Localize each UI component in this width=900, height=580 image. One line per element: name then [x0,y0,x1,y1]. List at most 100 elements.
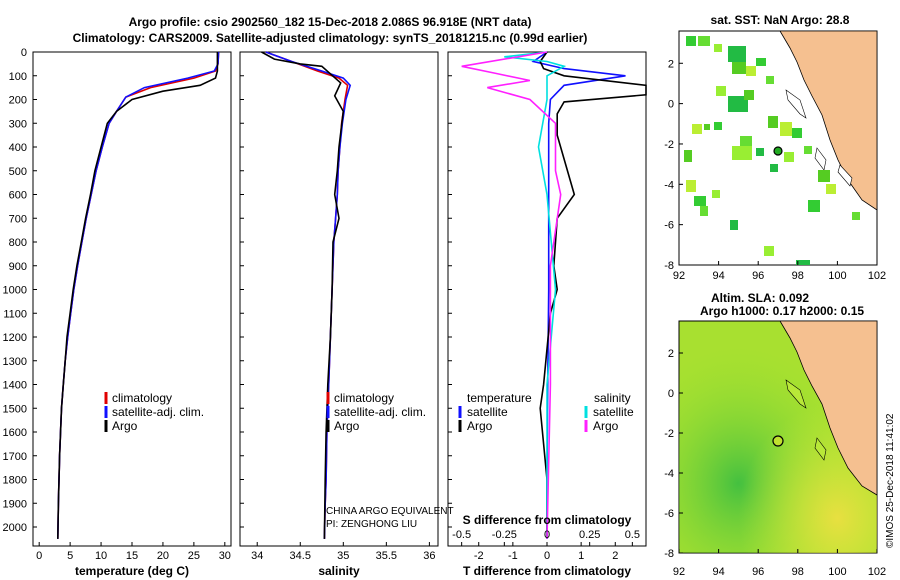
series-line-argo [261,51,345,539]
temperature-tick-label: 10 [95,550,107,562]
sal-diff-tick-label: 0 [544,529,550,541]
temperature-panel-frame [32,51,232,547]
sst-data-patches [684,36,860,265]
argo-location-marker [773,146,783,156]
sla-island [785,379,807,409]
sst-patch [698,36,710,46]
sst-patch [686,36,696,46]
temp-diff-tick-label: 1 [578,550,584,562]
salinity-tick-label: 34 [251,550,263,562]
map-lat-tick-label: -8 [664,548,674,560]
sst-patch [804,146,812,154]
series-line-satellite-adj-clim- [57,51,220,539]
sal-diff-tick-label: -0.5 [452,529,471,541]
sst-patch [770,164,778,172]
temp-diff-tick-label: 2 [612,550,618,562]
map-lon-tick-label: 102 [868,566,886,578]
depth-tick-label: 1500 [3,403,27,415]
depth-axis: 0 100 200 300 400 500 600 700 800 900 1000 1100 1200… [3,47,452,534]
sst-patch [746,66,756,76]
sst-patch [700,206,708,216]
difference-series [461,51,647,539]
map-lon-tick-label: 92 [673,566,685,578]
sal-diff-tick-label: 0.5 [625,529,640,541]
map-lon-tick-label: 102 [868,270,886,282]
sst-patch [692,124,702,134]
series-line-salinity-satellite [504,51,567,539]
sst-patch [686,180,696,192]
depth-tick-label: 1700 [3,451,27,463]
series-line-climatology [57,51,220,539]
temperature-tick-label: 20 [157,550,169,562]
sst-patch [768,116,778,128]
difference-xlabel-bottom: T difference from climatology [463,564,631,578]
x-axis-ticks: 0 5 10 15 20 25 30 34 34.5 35 35.5 36 -2 -1 0 1 2 -0.5 -0.… [36,529,640,562]
salinity-tick-label: 34.5 [290,550,311,562]
sst-patch [808,200,820,212]
map-lat-tick-label: -4 [664,179,674,191]
map-lon-tick-label: 92 [673,270,685,282]
sst-patch [712,190,720,198]
sst-island [785,89,807,119]
salinity-xlabel: salinity [318,564,360,578]
map-lon-tick-label: 100 [828,270,846,282]
sst-patch [704,124,710,130]
depth-tick-label: 1600 [3,427,27,439]
depth-tick-label: 700 [9,213,27,225]
salinity-legend: climatology satellite-adj. clim. Argo CH… [326,391,454,530]
sla-map [678,320,878,554]
temp-diff-tick-label: -2 [474,550,484,562]
map-lat-tick-label: -8 [664,260,674,272]
depth-tick-label: 1300 [3,356,27,368]
sal-diff-tick-label: 0.25 [579,529,600,541]
map-lon-tick-label: 94 [712,566,724,578]
credit-line-1: CHINA ARGO EQUIVALENT [326,506,454,517]
legend-label-satellite: satellite-adj. clim. [112,405,204,419]
map-lon-tick-label: 96 [752,566,764,578]
sst-patch [714,122,722,130]
depth-tick-label: 1800 [3,475,27,487]
depth-tick-label: 1200 [3,332,27,344]
sst-patch [728,96,748,112]
credit-line-2: PI: ZENGHONG LIU [326,519,417,530]
sst-patch [730,220,738,230]
map-lat-tick-label: -4 [664,468,674,480]
sst-patch [756,58,766,66]
map-lat-tick-label: -2 [664,139,674,151]
map-lon-tick-label: 94 [712,270,724,282]
series-line-argo [57,52,219,539]
sal-diff-tick-label: -0.25 [492,529,517,541]
legend-label-satellite: satellite-adj. clim. [334,405,426,419]
depth-tick-label: 0 [21,47,27,59]
map-lat-tick-label: 2 [668,348,674,360]
depth-tick-label: 1000 [3,285,27,297]
map-lat-tick-label: -2 [664,428,674,440]
series-line-temperature-argo [539,51,647,539]
timestamp: ©IMOS 25-Dec-2018 11:41:02 [885,413,896,548]
legend-label-argo: Argo [112,419,138,433]
depth-tick-label: 800 [9,237,27,249]
sst-patch [756,148,764,156]
sst-patch [792,128,802,138]
salinity-tick-label: 35 [337,550,349,562]
sst-patch [732,62,746,74]
sst-island [837,164,853,187]
sst-patch [818,170,830,182]
temperature-tick-label: 25 [188,550,200,562]
map-lat-tick-label: 2 [668,58,674,70]
legend-label-sal-satellite: satellite [593,405,634,419]
legend-label-temp-satellite: satellite [467,405,508,419]
depth-tick-label: 1900 [3,498,27,510]
legend-label-argo: Argo [334,419,360,433]
depth-tick-label: 500 [9,166,27,178]
salinity-tick-label: 36 [423,550,435,562]
depth-tick-label: 600 [9,190,27,202]
sst-map-title: sat. SST: NaN Argo: 28.8 [711,13,850,27]
temperature-tick-label: 0 [36,550,42,562]
sst-patch [852,212,860,220]
argo-location-marker [772,435,784,447]
sst-patch [728,46,746,62]
salinity-panel-frame [239,51,439,547]
depth-tick-label: 400 [9,142,27,154]
